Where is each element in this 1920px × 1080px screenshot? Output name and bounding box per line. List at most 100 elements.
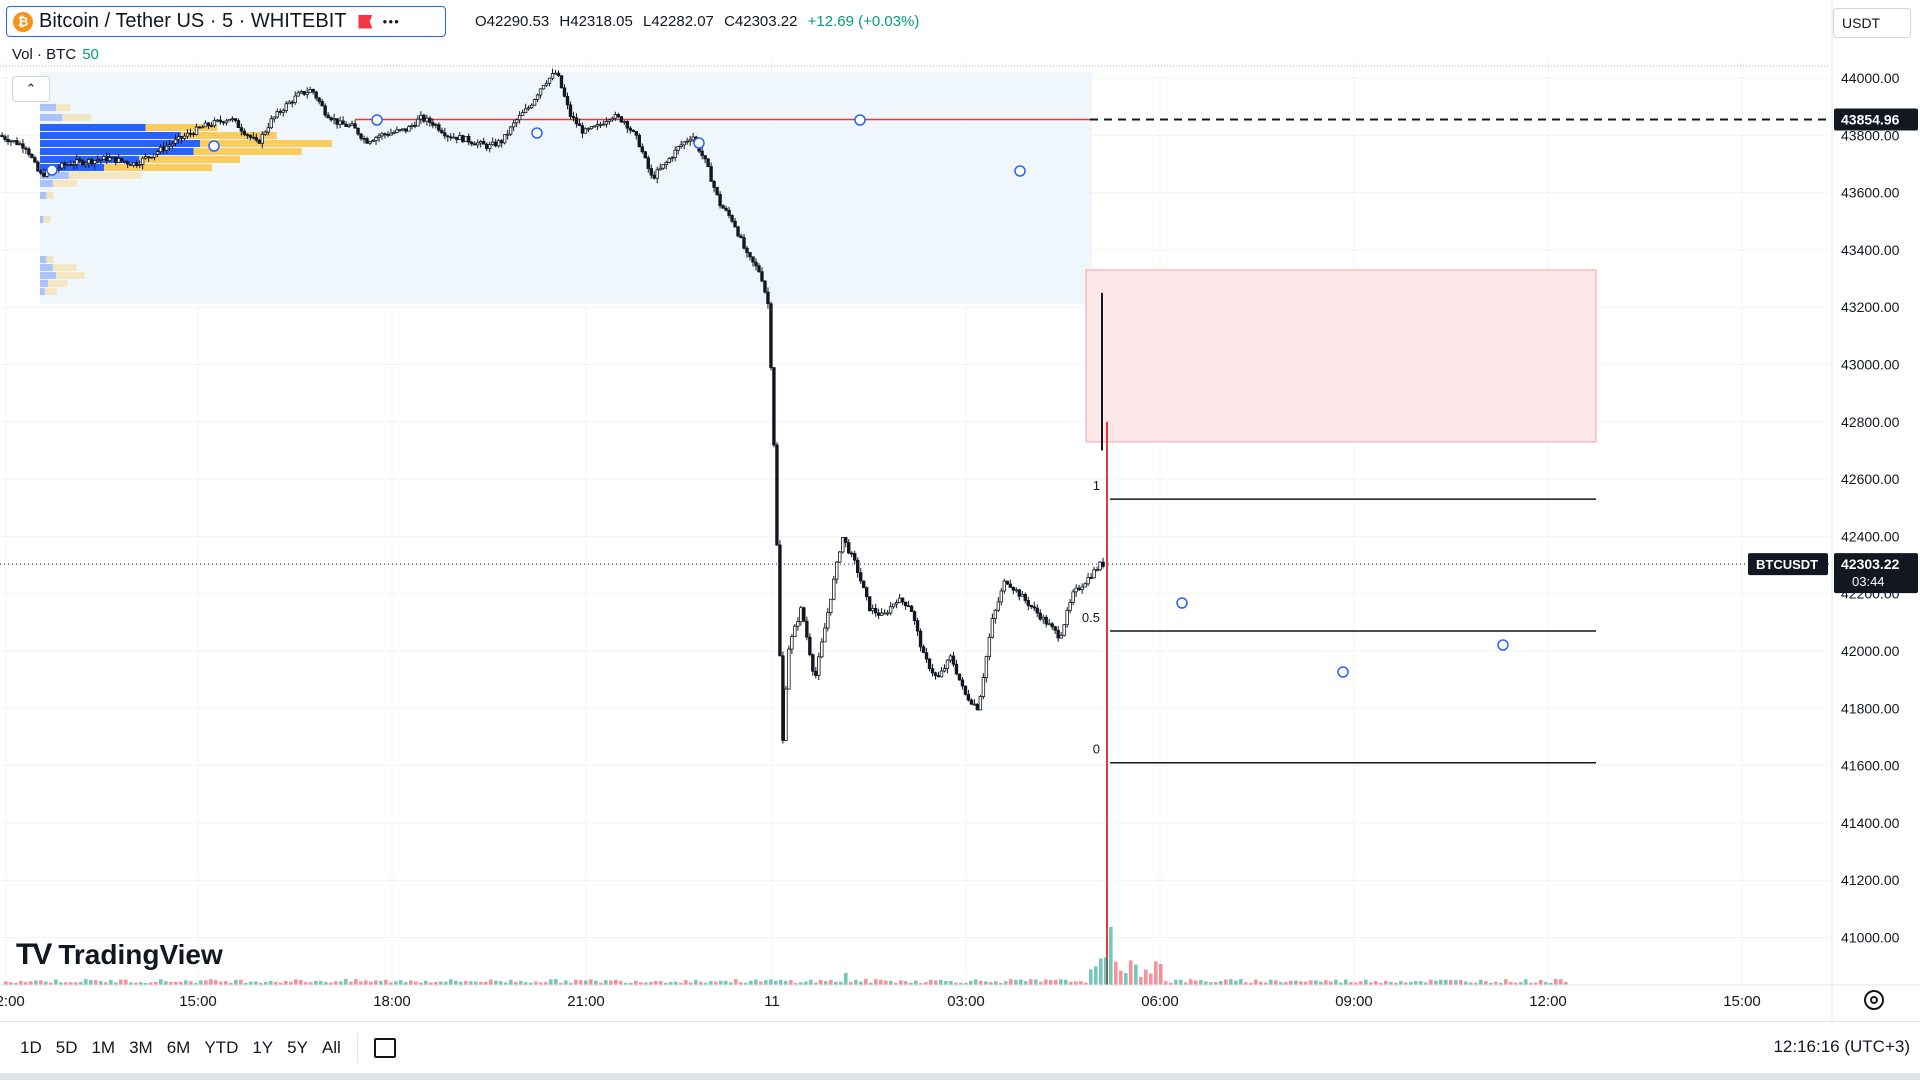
candle-body	[452, 136, 456, 139]
high-value: H42318.05	[559, 13, 633, 30]
candle-body	[571, 116, 576, 119]
volume-bar	[1069, 981, 1073, 985]
time-axis-label: 03:00	[947, 993, 985, 1010]
volume-bar	[1099, 958, 1103, 985]
timeframe-6m[interactable]: 6M	[166, 1038, 191, 1057]
candle-body	[464, 135, 468, 143]
volume-bar	[704, 982, 708, 985]
calendar-icon[interactable]	[373, 1038, 396, 1058]
volume-bar	[1444, 979, 1448, 985]
volume-bar	[1054, 979, 1058, 985]
volume-bar	[19, 980, 23, 985]
candle-body	[317, 97, 321, 102]
volume-bar	[1134, 964, 1138, 985]
candle-body	[993, 609, 998, 619]
candle-body	[473, 143, 477, 146]
volume-bar	[1349, 982, 1353, 985]
timeframe-ytd[interactable]: YTD	[204, 1038, 239, 1057]
candle-body	[712, 181, 716, 188]
timeframe-5y[interactable]: 5Y	[287, 1038, 308, 1057]
candle-body	[347, 124, 351, 127]
symbol-search-button[interactable]: ₿ Bitcoin / Tether US · 5 · WHITEBIT ●●●	[6, 6, 446, 37]
candle-body	[646, 157, 650, 169]
volume-bar	[354, 979, 358, 985]
candle-body	[1035, 607, 1039, 614]
volume-bar	[1299, 981, 1303, 985]
fib-level-label: 0.5	[1082, 610, 1100, 625]
candle-body	[511, 122, 516, 128]
more-icon[interactable]: ●●●	[382, 17, 400, 26]
volume-profile-bar-up	[40, 280, 48, 287]
volume-bar	[84, 979, 88, 985]
candle-body	[299, 91, 303, 94]
candle-body	[688, 139, 692, 142]
volume-bar	[474, 981, 478, 985]
volume-bar	[404, 982, 408, 985]
volume-bar	[1194, 980, 1198, 985]
event-marker	[46, 164, 58, 176]
candle-body	[814, 670, 818, 676]
candle-body	[401, 128, 405, 131]
volume-bar	[89, 980, 93, 985]
volume-bar	[589, 979, 593, 985]
candle-body	[529, 104, 534, 109]
time-axis-label: 11	[764, 993, 780, 1010]
candle-body	[72, 164, 76, 166]
event-marker	[693, 137, 705, 149]
timeframe-1y[interactable]: 1Y	[252, 1038, 274, 1057]
candle-body	[619, 116, 624, 123]
timeframe-1m[interactable]: 1M	[91, 1038, 116, 1057]
volume-bar	[849, 981, 853, 985]
candle-body	[760, 271, 764, 282]
volume-bar	[554, 979, 558, 985]
volume-bar	[139, 982, 143, 985]
volume-bar	[994, 981, 998, 985]
candle-body	[335, 118, 339, 125]
timeframe-all[interactable]: All	[321, 1038, 341, 1057]
volume-bar	[79, 981, 83, 985]
volume-bar	[1284, 982, 1288, 985]
candle-body	[326, 114, 330, 119]
event-marker	[1497, 639, 1509, 651]
volume-profile-bar-up	[40, 216, 44, 223]
event-marker	[531, 127, 543, 139]
volume-bar	[1014, 979, 1018, 985]
candle-body	[996, 601, 1001, 611]
volume-bar	[524, 982, 528, 985]
price-axis-label: 42800.00	[1841, 414, 1900, 430]
candle-body	[356, 127, 360, 135]
volume-bar	[1559, 979, 1563, 985]
timeframe-1d[interactable]: 1D	[20, 1038, 42, 1057]
candle-body	[885, 612, 890, 615]
volume-bar	[1519, 982, 1523, 985]
volume-bar	[889, 980, 893, 985]
footer-strip	[0, 1073, 1920, 1080]
flag-icon[interactable]	[358, 14, 373, 29]
candle-body	[119, 158, 124, 162]
volume-bar	[974, 979, 978, 985]
candle-body	[658, 167, 662, 171]
candle-body	[900, 597, 905, 603]
timeframe-5d[interactable]: 5D	[55, 1038, 78, 1057]
candle-body	[514, 119, 519, 124]
candle-body	[122, 160, 127, 163]
volume-bar	[519, 980, 523, 985]
price-axis-label: 43800.00	[1841, 127, 1900, 143]
candle-body	[502, 134, 507, 144]
symbol-title: Bitcoin / Tether US · 5 · WHITEBIT	[39, 10, 347, 32]
volume-profile-area	[40, 72, 1092, 304]
settings-icon[interactable]	[1864, 990, 1884, 1010]
currency-select[interactable]: USDT	[1833, 8, 1911, 38]
clock-timezone[interactable]: 12:16:16 (UTC+3)	[1773, 1037, 1910, 1056]
volume-bar	[894, 982, 898, 985]
volume-bar	[879, 979, 883, 985]
timeframe-3m[interactable]: 3M	[129, 1038, 153, 1057]
candle-body	[419, 114, 423, 120]
volume-bar	[1204, 981, 1208, 985]
candle-body	[894, 602, 899, 605]
collapse-legend-button[interactable]: ⌃	[12, 76, 50, 102]
candle-body	[209, 125, 214, 128]
volume-bar	[654, 980, 658, 985]
